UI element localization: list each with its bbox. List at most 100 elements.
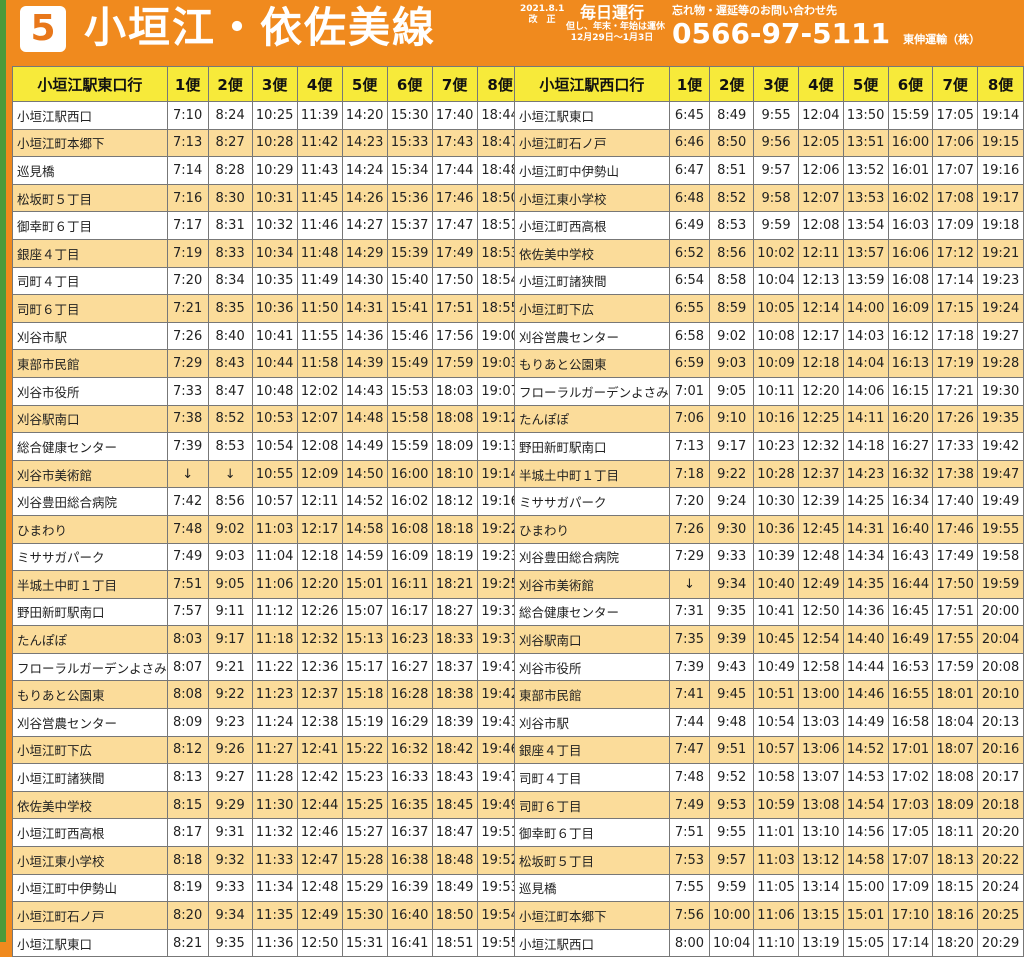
departure-time: 12:48 <box>797 542 844 572</box>
departure-time: 17:21 <box>932 376 979 406</box>
departure-time: 18:16 <box>932 901 979 930</box>
departure-time: 10:39 <box>753 542 799 572</box>
timetable-row: 松坂町５丁目 7:53 9:57 11:03 13:12 14:58 17:07 18:13 2… <box>514 846 1024 875</box>
stop-name: 刈谷市美術館 <box>514 570 670 599</box>
stop-name: 巡見橋 <box>12 156 168 185</box>
timetable-row: 小垣江駅東口 6:45 8:49 9:55 12:04 13:50 15:59 17:05 19… <box>514 101 1024 130</box>
stop-name: 司町６丁目 <box>514 790 670 820</box>
departure-time: 12:58 <box>797 652 844 682</box>
stop-name: ミササガパーク <box>514 487 670 516</box>
stop-name: 司町４丁目 <box>514 763 670 792</box>
departure-time: 15:37 <box>386 211 433 240</box>
left-edge-strip <box>0 0 6 942</box>
timetable-west: 小垣江駅西口行 1便 2便 3便 4便 5便 6便 7便 8便 小垣江駅東口 6:45 8:49 9:… <box>514 66 1024 957</box>
departure-time: 18:50 <box>431 901 478 930</box>
departure-time: 6:49 <box>668 211 711 240</box>
departure-time: 10:54 <box>753 708 799 737</box>
departure-time: 10:55 <box>251 459 298 489</box>
timetable-row: 刈谷市駅 7:26 8:40 10:41 11:55 14:36 15:46 17:56 19:… <box>12 321 524 351</box>
departure-time: 10:45 <box>753 625 799 654</box>
departure-time: 14:35 <box>842 570 889 599</box>
departure-time: 18:51 <box>431 928 478 957</box>
departure-time: 16:27 <box>887 432 934 461</box>
timetable-row: 小垣江駅東口 8:21 9:35 11:36 12:50 15:31 16:41 18:51 1… <box>12 928 524 957</box>
departure-time: 7:47 <box>668 735 711 765</box>
departure-time: 17:03 <box>887 790 934 820</box>
departure-time: 12:41 <box>296 735 343 765</box>
departure-time: 7:44 <box>668 708 711 737</box>
departure-time: 14:04 <box>842 349 889 378</box>
departure-time: 9:17 <box>709 432 755 461</box>
departure-time: 16:58 <box>887 708 934 737</box>
stop-name: 東部市民館 <box>514 680 670 710</box>
departure-time: 18:12 <box>431 487 478 516</box>
departure-time: 9:03 <box>709 349 755 378</box>
departure-time: 14:31 <box>842 514 889 544</box>
departure-time: 7:31 <box>668 597 711 627</box>
departure-time: 12:08 <box>797 211 844 240</box>
timetable-row: 刈谷豊田総合病院 7:29 9:33 10:39 12:48 14:34 16:43 17:4… <box>514 542 1024 572</box>
departure-time: 18:38 <box>431 680 478 710</box>
departure-time: 15:25 <box>341 790 388 820</box>
timetable-row: 小垣江町石ノ戸 6:46 8:50 9:56 12:05 13:51 16:00 17:06 1… <box>514 128 1024 158</box>
departure-time: 12:09 <box>296 459 343 489</box>
timetable-row: 小垣江町西高根 8:17 9:31 11:32 12:46 15:27 16:37 18:47… <box>12 818 524 848</box>
departure-time: 14:58 <box>341 514 388 544</box>
departure-time: 10:28 <box>251 128 298 158</box>
timetable-row: 半城土中町１丁目 7:51 9:05 11:06 12:20 15:01 16:11 18:2… <box>12 570 524 599</box>
revised-label: 改 正 <box>528 15 556 25</box>
departure-time: 20:00 <box>977 597 1024 627</box>
departure-time: 16:17 <box>386 597 433 627</box>
departure-time: 15:58 <box>386 404 433 434</box>
departure-time: 9:33 <box>207 873 253 903</box>
stop-name: 刈谷市役所 <box>514 652 670 682</box>
departure-time: 10:02 <box>753 238 799 268</box>
departure-time: 14:23 <box>341 128 388 158</box>
departure-time: 16:03 <box>887 211 934 240</box>
stop-name: 半城土中町１丁目 <box>514 459 670 489</box>
departure-time: 11:05 <box>753 873 799 903</box>
timetable-row: 依佐美中学校 6:52 8:56 10:02 12:11 13:57 16:06 17:12 1… <box>514 238 1024 268</box>
departure-time: 18:18 <box>431 514 478 544</box>
departure-time: 8:52 <box>709 183 755 213</box>
stop-name: 小垣江町中伊勢山 <box>514 156 670 185</box>
departure-time: 9:59 <box>753 211 799 240</box>
departure-time: 8:18 <box>166 846 209 875</box>
departure-time: 18:27 <box>431 597 478 627</box>
departure-time: 8:56 <box>207 487 253 516</box>
departure-time: 12:05 <box>797 128 844 158</box>
departure-time: 16:37 <box>386 818 433 848</box>
contact-info: 忘れ物・遅延等のお問い合わせ先 0566-97-5111 東伸運輸（株） <box>672 4 1012 51</box>
departure-time: 13:59 <box>842 266 889 296</box>
departure-time: 14:31 <box>341 294 388 323</box>
departure-time: 8:27 <box>207 128 253 158</box>
departure-time: 15:49 <box>386 349 433 378</box>
departure-time: 10:36 <box>753 514 799 544</box>
departure-time: 10:09 <box>753 349 799 378</box>
departure-time: 20:29 <box>977 928 1024 957</box>
departure-time: 16:33 <box>386 763 433 792</box>
departure-time: 16:45 <box>887 597 934 627</box>
departure-time: 9:02 <box>207 514 253 544</box>
departure-time: 8:53 <box>207 432 253 461</box>
departure-time: 18:11 <box>932 818 979 848</box>
departure-time: 12:36 <box>296 652 343 682</box>
departure-time: 12:46 <box>296 818 343 848</box>
stop-name: 刈谷豊田総合病院 <box>514 542 670 572</box>
departure-time: 16:53 <box>887 652 934 682</box>
departure-time: 11:22 <box>251 652 298 682</box>
stop-name: 小垣江町石ノ戸 <box>12 901 168 930</box>
departure-time: 17:40 <box>431 101 478 130</box>
stop-name: フローラルガーデンよさみ <box>12 652 168 682</box>
departure-time: 14:43 <box>341 376 388 406</box>
departure-time: 8:33 <box>207 238 253 268</box>
departure-time: 6:45 <box>668 101 711 130</box>
departure-time: 10:44 <box>251 349 298 378</box>
timetable-row: 司町４丁目 7:48 9:52 10:58 13:07 14:53 17:02 18:08 20… <box>514 763 1024 792</box>
departure-time: 11:46 <box>296 211 343 240</box>
departure-time: 9:59 <box>709 873 755 903</box>
departure-time: 12:37 <box>296 680 343 710</box>
departure-time: 16:40 <box>887 514 934 544</box>
departure-time: 10:41 <box>753 597 799 627</box>
departure-time: 12:18 <box>797 349 844 378</box>
